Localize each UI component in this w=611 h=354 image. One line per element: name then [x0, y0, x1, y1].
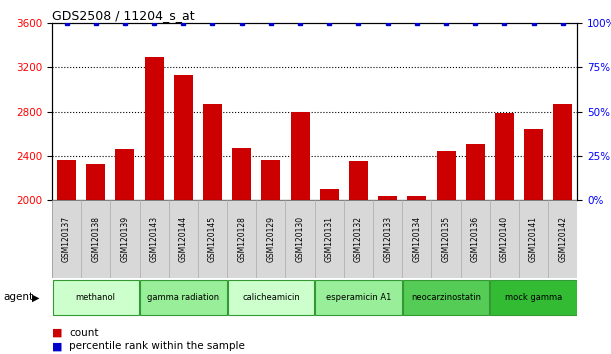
Bar — [436, 152, 456, 200]
Text: GSM120145: GSM120145 — [208, 216, 217, 262]
FancyBboxPatch shape — [315, 280, 401, 315]
Text: neocarzinostatin: neocarzinostatin — [411, 293, 481, 302]
Text: GSM120136: GSM120136 — [470, 216, 480, 262]
Bar — [57, 160, 76, 200]
Text: GSM120128: GSM120128 — [237, 216, 246, 262]
Text: GSM120141: GSM120141 — [529, 216, 538, 262]
FancyBboxPatch shape — [228, 280, 314, 315]
FancyBboxPatch shape — [491, 280, 577, 315]
Bar — [174, 75, 193, 200]
Text: GSM120143: GSM120143 — [150, 216, 159, 262]
Bar — [495, 113, 514, 200]
Text: ■: ■ — [52, 341, 62, 351]
Bar — [524, 129, 543, 200]
Text: GSM120132: GSM120132 — [354, 216, 363, 262]
Text: ■: ■ — [52, 328, 62, 338]
Text: GSM120134: GSM120134 — [412, 216, 422, 262]
Text: GSM120130: GSM120130 — [296, 216, 304, 262]
Text: esperamicin A1: esperamicin A1 — [326, 293, 391, 302]
Text: GSM120140: GSM120140 — [500, 216, 509, 262]
Bar — [320, 189, 338, 200]
Bar — [466, 144, 485, 200]
Bar — [203, 104, 222, 200]
Text: methanol: methanol — [76, 293, 115, 302]
FancyBboxPatch shape — [53, 280, 139, 315]
Bar — [349, 161, 368, 200]
Text: GSM120129: GSM120129 — [266, 216, 276, 262]
Text: GDS2508 / 11204_s_at: GDS2508 / 11204_s_at — [52, 9, 194, 22]
Text: agent: agent — [3, 292, 33, 302]
Text: gamma radiation: gamma radiation — [147, 293, 219, 302]
Bar — [378, 195, 397, 200]
Bar — [262, 160, 280, 200]
Text: GSM120144: GSM120144 — [179, 216, 188, 262]
Bar — [408, 195, 426, 200]
Bar — [232, 148, 251, 200]
Text: GSM120131: GSM120131 — [325, 216, 334, 262]
Bar — [145, 57, 164, 200]
Text: GSM120133: GSM120133 — [383, 216, 392, 262]
Bar — [115, 149, 134, 200]
Text: count: count — [69, 328, 98, 338]
Text: GSM120137: GSM120137 — [62, 216, 71, 262]
Text: GSM120138: GSM120138 — [91, 216, 100, 262]
Text: percentile rank within the sample: percentile rank within the sample — [69, 341, 245, 351]
Text: GSM120142: GSM120142 — [558, 216, 567, 262]
Bar — [86, 164, 105, 200]
FancyBboxPatch shape — [403, 280, 489, 315]
Text: GSM120139: GSM120139 — [120, 216, 130, 262]
Text: ▶: ▶ — [32, 292, 39, 302]
FancyBboxPatch shape — [140, 280, 227, 315]
Text: calicheamicin: calicheamicin — [242, 293, 300, 302]
Text: GSM120135: GSM120135 — [442, 216, 450, 262]
Bar — [554, 104, 573, 200]
Text: mock gamma: mock gamma — [505, 293, 562, 302]
Bar — [291, 112, 310, 200]
